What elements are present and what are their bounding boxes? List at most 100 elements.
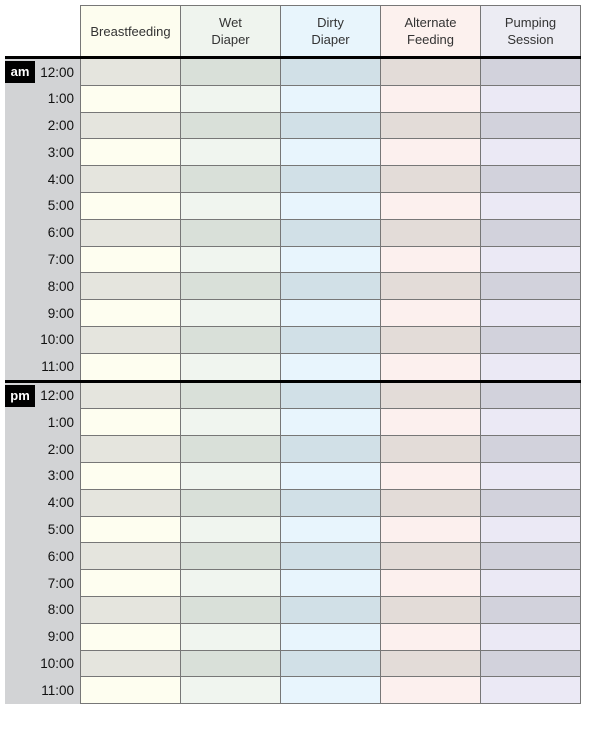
log-cell[interactable] <box>280 191 381 220</box>
log-cell[interactable] <box>180 461 281 490</box>
log-cell[interactable] <box>280 435 381 463</box>
log-cell[interactable] <box>380 649 481 678</box>
log-cell[interactable] <box>180 111 281 140</box>
log-cell[interactable] <box>380 111 481 140</box>
log-cell[interactable] <box>180 542 281 571</box>
log-cell[interactable] <box>180 435 281 463</box>
log-cell[interactable] <box>80 165 181 193</box>
log-cell[interactable] <box>480 191 581 220</box>
log-cell[interactable] <box>80 352 181 382</box>
log-cell[interactable] <box>180 408 281 437</box>
log-cell[interactable] <box>280 325 381 354</box>
log-cell[interactable] <box>280 165 381 193</box>
log-cell[interactable] <box>480 299 581 327</box>
log-cell[interactable] <box>80 542 181 571</box>
log-cell[interactable] <box>480 165 581 193</box>
log-cell[interactable] <box>180 138 281 167</box>
log-cell[interactable] <box>380 461 481 490</box>
log-cell[interactable] <box>380 56 481 86</box>
log-cell[interactable] <box>380 595 481 624</box>
log-cell[interactable] <box>80 622 181 651</box>
log-cell[interactable] <box>480 56 581 86</box>
log-cell[interactable] <box>480 595 581 624</box>
log-cell[interactable] <box>280 56 381 86</box>
log-cell[interactable] <box>380 542 481 571</box>
log-cell[interactable] <box>480 84 581 113</box>
log-cell[interactable] <box>80 461 181 490</box>
log-cell[interactable] <box>80 515 181 544</box>
log-cell[interactable] <box>180 595 281 624</box>
log-cell[interactable] <box>280 379 381 410</box>
log-cell[interactable] <box>480 272 581 301</box>
log-cell[interactable] <box>180 569 281 597</box>
log-cell[interactable] <box>480 542 581 571</box>
log-cell[interactable] <box>280 515 381 544</box>
log-cell[interactable] <box>280 352 381 382</box>
log-cell[interactable] <box>80 649 181 678</box>
log-cell[interactable] <box>380 435 481 463</box>
log-cell[interactable] <box>480 435 581 463</box>
log-cell[interactable] <box>480 649 581 678</box>
log-cell[interactable] <box>80 111 181 140</box>
log-cell[interactable] <box>480 325 581 354</box>
log-cell[interactable] <box>180 191 281 220</box>
log-cell[interactable] <box>480 379 581 410</box>
log-cell[interactable] <box>180 218 281 247</box>
log-cell[interactable] <box>180 676 281 705</box>
log-cell[interactable] <box>280 676 381 705</box>
log-cell[interactable] <box>380 84 481 113</box>
log-cell[interactable] <box>480 622 581 651</box>
log-cell[interactable] <box>280 595 381 624</box>
log-cell[interactable] <box>180 352 281 382</box>
log-cell[interactable] <box>80 56 181 86</box>
log-cell[interactable] <box>380 622 481 651</box>
log-cell[interactable] <box>380 488 481 517</box>
log-cell[interactable] <box>480 461 581 490</box>
log-cell[interactable] <box>180 622 281 651</box>
log-cell[interactable] <box>280 542 381 571</box>
log-cell[interactable] <box>380 299 481 327</box>
log-cell[interactable] <box>80 218 181 247</box>
log-cell[interactable] <box>480 515 581 544</box>
log-cell[interactable] <box>480 245 581 274</box>
log-cell[interactable] <box>380 408 481 437</box>
log-cell[interactable] <box>280 461 381 490</box>
log-cell[interactable] <box>280 408 381 437</box>
log-cell[interactable] <box>180 56 281 86</box>
log-cell[interactable] <box>80 191 181 220</box>
log-cell[interactable] <box>480 352 581 382</box>
log-cell[interactable] <box>380 379 481 410</box>
log-cell[interactable] <box>80 408 181 437</box>
log-cell[interactable] <box>280 84 381 113</box>
log-cell[interactable] <box>180 379 281 410</box>
log-cell[interactable] <box>380 569 481 597</box>
log-cell[interactable] <box>280 299 381 327</box>
log-cell[interactable] <box>80 676 181 705</box>
log-cell[interactable] <box>280 622 381 651</box>
log-cell[interactable] <box>380 325 481 354</box>
log-cell[interactable] <box>380 218 481 247</box>
log-cell[interactable] <box>180 488 281 517</box>
log-cell[interactable] <box>80 595 181 624</box>
log-cell[interactable] <box>480 138 581 167</box>
log-cell[interactable] <box>280 218 381 247</box>
log-cell[interactable] <box>480 676 581 705</box>
log-cell[interactable] <box>380 515 481 544</box>
log-cell[interactable] <box>180 84 281 113</box>
log-cell[interactable] <box>380 272 481 301</box>
log-cell[interactable] <box>380 138 481 167</box>
log-cell[interactable] <box>80 245 181 274</box>
log-cell[interactable] <box>80 325 181 354</box>
log-cell[interactable] <box>80 488 181 517</box>
log-cell[interactable] <box>80 379 181 410</box>
log-cell[interactable] <box>380 191 481 220</box>
log-cell[interactable] <box>480 111 581 140</box>
log-cell[interactable] <box>180 299 281 327</box>
log-cell[interactable] <box>380 352 481 382</box>
log-cell[interactable] <box>480 408 581 437</box>
log-cell[interactable] <box>480 488 581 517</box>
log-cell[interactable] <box>280 649 381 678</box>
log-cell[interactable] <box>280 272 381 301</box>
log-cell[interactable] <box>80 272 181 301</box>
log-cell[interactable] <box>380 245 481 274</box>
